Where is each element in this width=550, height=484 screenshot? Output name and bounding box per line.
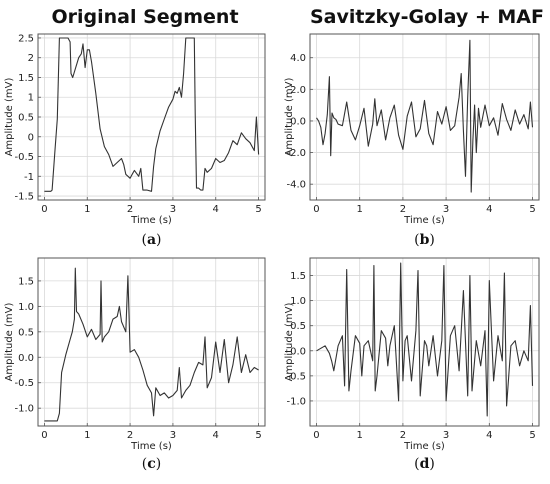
- x-axis-label-c: Time (s): [130, 441, 172, 452]
- x-axis-label-b: Time (s): [403, 215, 445, 226]
- y-tick-label-d-0: -1.0: [286, 396, 306, 407]
- x-axis-label-d: Time (s): [403, 441, 445, 452]
- chart-panel-d: 0 1 2 3 4 5 -1.0 -0.5 0.0 0.5 1.0 1.5 Time (s) Amplit…: [284, 257, 540, 472]
- series-line-a-0: [44, 37, 260, 192]
- series-line-d-0: [316, 262, 534, 417]
- x-tick-label-d-3: 3: [443, 430, 449, 441]
- x-tick-label-b-5: 5: [529, 204, 535, 215]
- left-column-title: Original Segment: [51, 6, 238, 28]
- x-tick-label-d-0: 0: [313, 430, 319, 441]
- x-tick-label-a-0: 0: [41, 204, 47, 215]
- plot-frame-c: [37, 257, 266, 427]
- x-tick-label-c-0: 0: [41, 430, 47, 441]
- y-tick-label-a-7: 2: [28, 53, 34, 64]
- panels: 0 1 2 3 4 5 -1.5 -1 -0.5 0 0.5 1 1.5 2 2.5 Time (s) Ampl…: [4, 33, 540, 472]
- y-tick-label-a-8: 2.5: [18, 33, 34, 44]
- x-tick-label-d-2: 2: [400, 430, 406, 441]
- y-tick-label-a-6: 1.5: [18, 73, 34, 84]
- right-column-title: Savitzky-Golay + MAF: [310, 6, 544, 28]
- x-tick-label-b-4: 4: [486, 204, 492, 215]
- y-tick-label-c-1: -0.5: [14, 378, 34, 389]
- y-tick-label-d-2: 0.0: [290, 346, 306, 357]
- x-axis-label-a: Time (s): [130, 215, 172, 226]
- x-tick-label-c-2: 2: [127, 430, 133, 441]
- y-axis-label-a: Amplitude (mV): [4, 77, 15, 156]
- chart-panel-a: 0 1 2 3 4 5 -1.5 -1 -0.5 0 0.5 1 1.5 2 2.5 Time (s) Ampl…: [4, 33, 266, 248]
- panel-caption-b: (b): [414, 232, 435, 248]
- y-tick-label-c-3: 0.5: [18, 327, 34, 338]
- x-tick-label-c-3: 3: [170, 430, 176, 441]
- y-tick-label-c-2: 0.0: [18, 353, 34, 364]
- x-tick-label-a-4: 4: [213, 204, 219, 215]
- y-tick-label-c-4: 1.0: [18, 302, 34, 313]
- y-tick-label-a-1: -1: [24, 172, 34, 183]
- x-tick-label-b-2: 2: [400, 204, 406, 215]
- x-tick-label-a-1: 1: [84, 204, 90, 215]
- x-tick-label-c-5: 5: [255, 430, 261, 441]
- x-tick-label-d-4: 4: [486, 430, 492, 441]
- chart-panel-c: 0 1 2 3 4 5 -1.0 -0.5 0.0 0.5 1.0 1.5 Time (s) Amplit…: [4, 257, 266, 472]
- y-tick-label-b-2: 0.0: [290, 116, 306, 127]
- x-tick-label-b-3: 3: [443, 204, 449, 215]
- y-tick-label-c-0: -1.0: [14, 404, 34, 415]
- panel-caption-a: (a): [141, 232, 161, 248]
- y-tick-label-d-4: 1.0: [290, 296, 306, 307]
- series-line-c-0: [44, 267, 259, 422]
- chart-panel-b: 0 1 2 3 4 5 -4.0 -2.0 0.0 2.0 4.0 Time (s) Amplitude…: [284, 33, 540, 248]
- y-axis-label-b: Amplitude (mV): [284, 77, 295, 156]
- y-tick-label-a-5: 1: [28, 93, 34, 104]
- panel-caption-c: (c): [142, 456, 161, 472]
- x-tick-label-b-1: 1: [357, 204, 363, 215]
- y-tick-label-d-3: 0.5: [290, 321, 306, 332]
- y-tick-label-a-0: -1.5: [14, 192, 34, 203]
- y-tick-label-d-5: 1.5: [290, 271, 306, 282]
- x-tick-label-d-5: 5: [529, 430, 535, 441]
- series-line-b-0: [316, 39, 534, 193]
- x-tick-label-a-2: 2: [127, 204, 133, 215]
- y-tick-label-a-2: -0.5: [14, 152, 34, 163]
- y-tick-label-a-4: 0.5: [18, 113, 34, 124]
- x-tick-label-a-3: 3: [170, 204, 176, 215]
- y-tick-label-b-1: -2.0: [286, 148, 306, 159]
- y-tick-label-b-4: 4.0: [290, 53, 306, 64]
- y-tick-label-d-1: -0.5: [286, 371, 306, 382]
- x-tick-label-c-1: 1: [84, 430, 90, 441]
- x-tick-label-d-1: 1: [357, 430, 363, 441]
- x-tick-label-c-4: 4: [213, 430, 219, 441]
- x-tick-label-a-5: 5: [255, 204, 261, 215]
- plot-frame-b: [309, 33, 540, 201]
- x-tick-label-b-0: 0: [313, 204, 319, 215]
- plot-frame-d: [309, 257, 540, 427]
- y-axis-label-d: Amplitude (mV): [284, 302, 295, 381]
- y-tick-label-b-3: 2.0: [290, 85, 306, 96]
- y-tick-label-b-0: -4.0: [286, 180, 306, 191]
- y-axis-label-c: Amplitude (mV): [4, 302, 15, 381]
- y-tick-label-c-5: 1.5: [18, 276, 34, 287]
- y-tick-label-a-3: 0: [28, 132, 34, 143]
- panel-caption-d: (d): [414, 456, 435, 472]
